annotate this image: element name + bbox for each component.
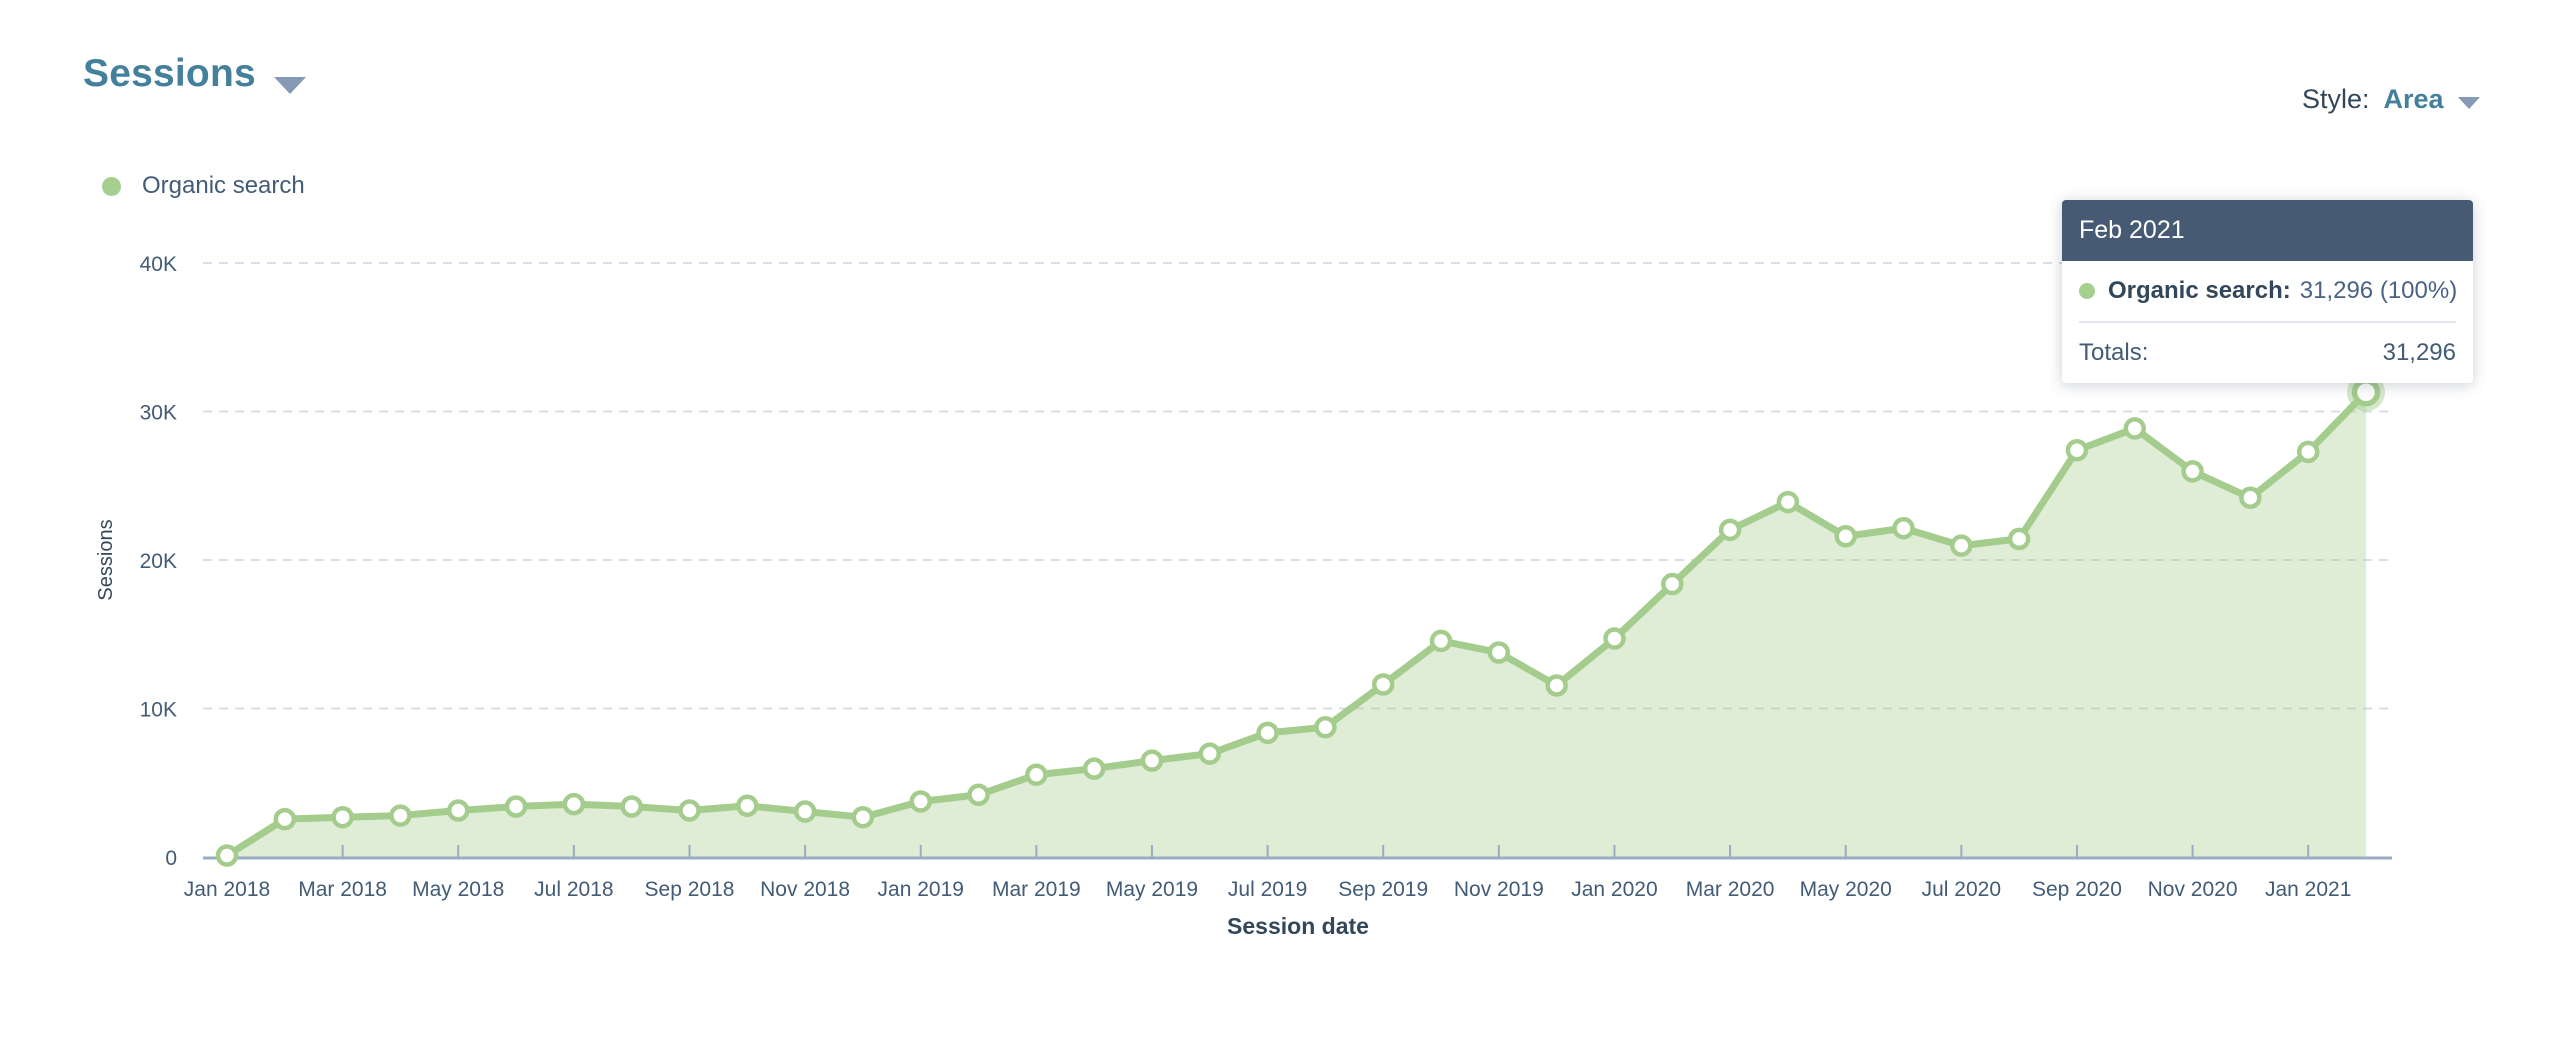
x-axis-tick-label: Jan 2018 — [184, 878, 270, 901]
data-point[interactable] — [1140, 749, 1164, 772]
tooltip-totals-label: Totals: — [2079, 339, 2149, 366]
data-point[interactable] — [909, 790, 932, 813]
x-axis-tick-label: Mar 2020 — [1686, 878, 1775, 901]
data-point[interactable] — [446, 799, 470, 822]
tooltip-body: Organic search: 31,296 (100%) Totals: 31… — [2062, 261, 2473, 383]
data-point[interactable] — [1950, 534, 1973, 557]
data-point[interactable] — [1429, 629, 1453, 653]
data-point[interactable] — [678, 799, 701, 822]
chevron-down-icon[interactable] — [2457, 96, 2480, 109]
data-point[interactable] — [1718, 518, 1742, 542]
data-point[interactable] — [1025, 763, 1048, 786]
data-point[interactable] — [1661, 572, 1684, 596]
x-axis-tick-label: Sep 2020 — [2032, 878, 2122, 901]
x-axis-tick-label: Jul 2020 — [1922, 878, 2001, 901]
data-point[interactable] — [215, 844, 239, 867]
x-axis-title: Session date — [1227, 913, 1369, 939]
data-point[interactable] — [389, 804, 412, 827]
y-axis-tick-label: 20K — [140, 550, 177, 573]
x-axis-tick-label: Mar 2019 — [992, 878, 1081, 901]
tooltip-series-row: Organic search: 31,296 (100%) — [2079, 261, 2458, 321]
data-point[interactable] — [1198, 742, 1222, 765]
data-point[interactable] — [504, 795, 528, 818]
report-header: Sessions — [83, 52, 306, 96]
style-label: Style: — [2302, 84, 2370, 114]
x-axis-tick-label: Jul 2019 — [1228, 878, 1307, 901]
chevron-down-icon[interactable] — [273, 77, 306, 94]
data-point[interactable] — [562, 792, 586, 816]
data-point[interactable] — [851, 805, 875, 829]
data-point[interactable] — [2181, 460, 2204, 483]
tooltip-series-dot — [2079, 283, 2095, 299]
data-point[interactable] — [2239, 486, 2262, 510]
data-point[interactable] — [736, 794, 759, 818]
x-axis-tick-label: Sep 2018 — [645, 878, 735, 901]
tooltip-series-label: Organic search: — [2108, 277, 2291, 304]
legend-label-organic-search[interactable]: Organic search — [142, 172, 305, 199]
data-point[interactable] — [2123, 417, 2147, 440]
data-point[interactable] — [1082, 757, 1106, 780]
data-point[interactable] — [1371, 673, 1395, 696]
y-axis-tick-label: 30K — [140, 402, 177, 425]
x-axis-tick-label: Jan 2021 — [2265, 878, 2351, 901]
chart-tooltip: Feb 2021 Organic search: 31,296 (100%) T… — [2062, 200, 2473, 383]
x-axis-tick-label: May 2018 — [412, 878, 504, 901]
y-axis-tick-label: 10K — [140, 699, 177, 722]
x-axis-tick-label: Nov 2019 — [1454, 878, 1544, 901]
data-point[interactable] — [1487, 641, 1511, 664]
data-point[interactable] — [1892, 516, 1915, 540]
x-axis-tick-label: Nov 2020 — [2148, 878, 2238, 901]
data-point[interactable] — [2296, 440, 2320, 464]
data-point[interactable] — [1314, 715, 1337, 739]
y-axis-tick-label: 40K — [140, 253, 177, 276]
x-axis-tick-label: Mar 2018 — [298, 878, 387, 901]
data-point[interactable] — [1603, 627, 1626, 650]
data-point[interactable] — [793, 800, 817, 823]
y-axis-tick-label: 0 — [165, 847, 177, 870]
legend-dot-organic-search — [102, 176, 121, 196]
data-point[interactable] — [1834, 524, 1857, 548]
x-axis-tick-label: Nov 2018 — [760, 878, 850, 901]
tooltip-totals-row: Totals: 31,296 — [2079, 323, 2456, 383]
x-axis-tick-label: Sep 2019 — [1338, 878, 1428, 901]
area-fill — [227, 392, 2366, 857]
x-axis-tick-label: Jan 2019 — [878, 878, 964, 901]
tooltip-series-value: 31,296 (100%) — [2299, 277, 2458, 304]
y-axis-title: Sessions — [95, 519, 117, 600]
tooltip-divider — [2079, 321, 2456, 323]
tooltip-totals-value: 31,296 — [2382, 339, 2456, 366]
page-title[interactable]: Sessions — [83, 52, 256, 95]
data-point[interactable] — [1256, 721, 1279, 745]
data-point[interactable] — [1545, 674, 1568, 697]
style-value-dropdown[interactable]: Area — [2383, 84, 2444, 114]
data-point[interactable] — [1776, 490, 1800, 514]
chart-legend: Organic search — [102, 172, 305, 200]
data-point[interactable] — [967, 783, 990, 807]
hovered-data-point[interactable] — [2351, 378, 2381, 407]
x-axis-tick-label: Jul 2018 — [534, 878, 613, 901]
data-point[interactable] — [620, 795, 643, 818]
style-control: Style: Area — [2302, 84, 2480, 115]
x-axis-tick-label: Jan 2020 — [1571, 878, 1657, 901]
x-axis-tick-label: May 2020 — [1800, 878, 1892, 901]
tooltip-title: Feb 2021 — [2062, 200, 2473, 261]
data-point[interactable] — [331, 805, 354, 829]
data-point[interactable] — [273, 807, 297, 831]
data-point[interactable] — [2065, 439, 2089, 462]
data-point[interactable] — [2007, 527, 2031, 551]
x-axis-tick-label: May 2019 — [1106, 878, 1198, 901]
